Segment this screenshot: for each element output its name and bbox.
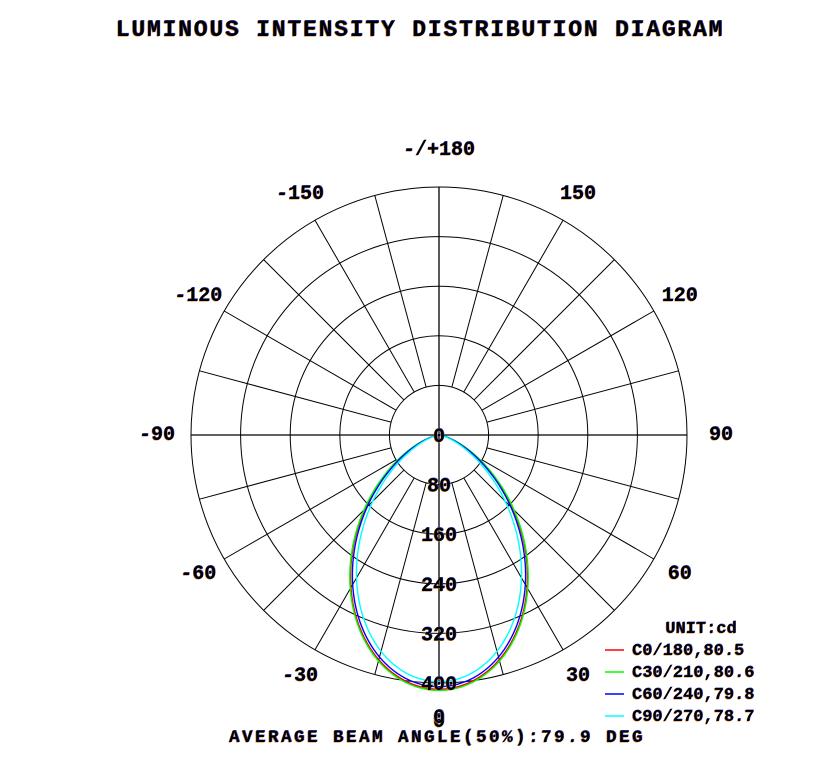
svg-text:320: 320	[421, 624, 457, 647]
svg-text:0: 0	[433, 707, 445, 730]
svg-text:C0/180,80.5: C0/180,80.5	[632, 642, 744, 661]
svg-text:-90: -90	[139, 424, 175, 447]
svg-text:C90/270,78.7: C90/270,78.7	[632, 708, 754, 727]
svg-text:400: 400	[421, 674, 457, 697]
svg-text:-120: -120	[174, 285, 222, 308]
svg-text:-30: -30	[282, 665, 318, 688]
svg-text:80: 80	[427, 476, 451, 499]
svg-text:C60/240,79.8: C60/240,79.8	[632, 686, 754, 705]
svg-text:-/+180: -/+180	[403, 139, 475, 162]
svg-text:160: 160	[421, 525, 457, 548]
svg-text:0: 0	[433, 426, 445, 449]
svg-text:-150: -150	[276, 183, 324, 206]
svg-text:C30/210,80.6: C30/210,80.6	[632, 664, 754, 683]
svg-text:150: 150	[560, 183, 596, 206]
svg-text:120: 120	[662, 285, 698, 308]
svg-text:-60: -60	[180, 563, 216, 586]
svg-text:240: 240	[421, 575, 457, 598]
svg-text:30: 30	[566, 665, 590, 688]
svg-text:60: 60	[668, 563, 692, 586]
svg-text:90: 90	[709, 424, 733, 447]
svg-text:UNIT:cd: UNIT:cd	[665, 620, 736, 639]
